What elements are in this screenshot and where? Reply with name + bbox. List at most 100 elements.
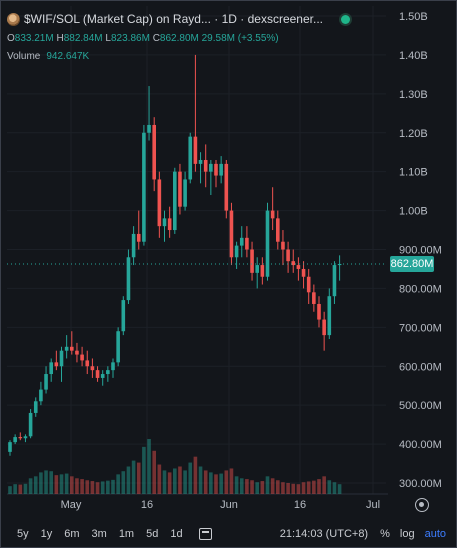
volume-bar: [173, 468, 177, 494]
candle-body: [147, 124, 151, 133]
price-axis-label: 800.00M: [399, 283, 442, 295]
timezone-display[interactable]: 21:14:03 (UTC+8): [279, 528, 369, 540]
volume-bar: [219, 473, 223, 494]
time-axis-label: Jun: [220, 499, 238, 511]
close-label: C: [152, 33, 160, 44]
volume-bar: [106, 480, 110, 494]
timeframe-1d[interactable]: 1d: [170, 528, 183, 540]
volume-bar: [260, 481, 265, 494]
price-axis-label: 1.20B: [399, 128, 428, 140]
volume-bar: [147, 439, 151, 494]
volume-bar: [90, 481, 95, 494]
candle-body: [131, 233, 136, 258]
price-axis-label: 1.10B: [399, 167, 428, 179]
volume-bar: [49, 471, 53, 494]
volume-bar: [59, 474, 64, 494]
candle-body: [209, 163, 213, 172]
candle-body: [70, 346, 74, 351]
volume-bar: [332, 482, 337, 494]
candle-body: [126, 257, 131, 301]
volume-bar: [64, 473, 69, 494]
volume-bar: [317, 479, 321, 494]
candle-body: [167, 218, 172, 231]
candle-body: [219, 163, 223, 176]
volume-bar: [234, 476, 239, 494]
price-axis-label: 400.00M: [399, 439, 442, 451]
price-axis-label: 700.00M: [399, 322, 442, 334]
candle-body: [95, 370, 100, 378]
timeframe-5d[interactable]: 5d: [146, 528, 159, 540]
candle-body: [28, 412, 33, 437]
candle-body: [198, 159, 203, 164]
volume-bar: [301, 482, 306, 494]
auto-scale-button[interactable]: auto: [424, 528, 446, 540]
timeframe-6m[interactable]: 6m: [64, 528, 80, 540]
timeframe-1m[interactable]: 1m: [118, 528, 135, 540]
open-value: 833.21M: [14, 33, 54, 44]
candle-body: [100, 374, 105, 378]
timeframe-1y[interactable]: 1y: [40, 528, 53, 540]
price-axis-label: 300.00M: [399, 478, 442, 490]
price-axis-label: 1.30B: [399, 89, 428, 101]
volume-bar: [296, 484, 301, 494]
candle-body: [312, 292, 316, 304]
price-axis-label: 600.00M: [399, 361, 442, 373]
volume-bar: [312, 480, 316, 494]
volume-bar: [327, 480, 332, 494]
close-value: 862.80M: [159, 33, 199, 44]
volume-bar: [224, 470, 229, 494]
volume-bar: [198, 466, 203, 494]
candle-body: [265, 210, 270, 277]
candle-body: [13, 437, 17, 443]
candle-body: [54, 362, 59, 367]
bottom-toolbar: 5y 1y 6m 3m 1m 5d 1d 21:14:03 (UTC+8) % …: [1, 521, 456, 547]
candle-body: [322, 319, 326, 336]
volume-bar: [28, 478, 33, 494]
timeframe-3m[interactable]: 3m: [91, 528, 107, 540]
volume-bar: [85, 480, 90, 494]
volume-bar: [54, 475, 59, 494]
volume-bar: [193, 456, 198, 494]
candle-body: [337, 263, 342, 266]
candle-body: [270, 210, 275, 219]
candlestick-chart[interactable]: 1.50B 1.40B 1.30B 1.20B 1.10B 1.00B 900.00M 800…: [1, 1, 456, 521]
volume-bar: [95, 482, 100, 494]
candle-body: [234, 245, 239, 258]
timeframe-5y[interactable]: 5y: [17, 528, 29, 540]
chart-title-row: $WIF/SOL (Market Cap) on Rayd... · 1D · …: [7, 12, 350, 26]
candle-body: [33, 401, 38, 413]
volume-bar: [100, 481, 105, 494]
change-value: 29.58M (+3.55%): [201, 33, 279, 44]
candle-body: [203, 159, 208, 172]
chart-title: $WIF/SOL (Market Cap) on Rayd... · 1D · …: [24, 12, 323, 26]
status-dot-icon: [341, 14, 350, 24]
volume-bar: [291, 483, 296, 494]
log-scale-button[interactable]: log: [399, 528, 415, 540]
candle-body: [306, 276, 311, 293]
volume-bar: [152, 450, 156, 494]
candle-body: [188, 136, 193, 180]
candle-body: [281, 241, 285, 250]
volume-bar: [209, 472, 213, 494]
time-axis-label: 16: [294, 499, 306, 511]
candle-body: [80, 354, 84, 361]
volume-bar: [203, 470, 208, 494]
time-axis-label: May: [61, 499, 82, 511]
high-label: H: [56, 33, 64, 44]
candle-body: [250, 249, 254, 273]
volume-bar: [239, 478, 244, 494]
volume-bar: [162, 470, 167, 494]
volume-bar: [126, 466, 131, 494]
price-axis-label: 1.00B: [399, 206, 428, 218]
candle-body: [152, 124, 156, 180]
candle-body: [255, 265, 259, 273]
calendar-icon[interactable]: [198, 528, 212, 540]
volume-bar: [80, 479, 84, 494]
volume-bar: [265, 476, 270, 494]
candle-body: [136, 233, 141, 242]
candle-body: [64, 346, 69, 351]
percent-scale-button[interactable]: %: [380, 528, 390, 540]
ohlc-legend: O833.21M H882.84M L823.86M C862.80M 29.5…: [7, 33, 279, 44]
goto-realtime-icon[interactable]: [415, 498, 429, 512]
